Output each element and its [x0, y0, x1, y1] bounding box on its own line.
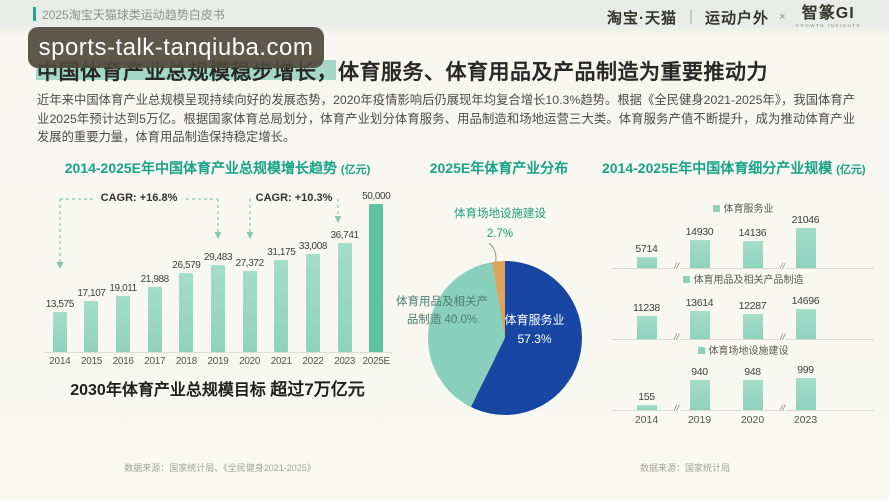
- mini-bar-2023: 14696: [779, 285, 832, 339]
- bar-column-2025E: 50,000 2025E: [362, 191, 391, 367]
- goal-note: 2030年体育产业总规模目标 超过7万亿元: [70, 380, 365, 399]
- goal-note-bold: 超过7万亿元: [270, 380, 365, 399]
- source-left: 数据来源：国家统计局、《全民健身2021-2025》: [124, 463, 316, 473]
- total-scale-bar-chart: 13,575 2014 17,107 2015 19,011 2016 21,988 2017…: [44, 188, 392, 369]
- mini-bar-2023: 999: [779, 356, 832, 410]
- mini-axis: [612, 268, 874, 269]
- bar-column-2017: 21,988 2017: [140, 274, 170, 367]
- bar-column-2018: 26,579 2018: [172, 260, 201, 367]
- industry-distribution-pie: [428, 261, 582, 415]
- axis-break-mark: //: [779, 332, 787, 342]
- left-chart-unit: (亿元): [340, 164, 371, 176]
- mini-bar-2014: 5714: [620, 214, 673, 268]
- watermark-text: sports-talk-tanqiuba.com: [38, 33, 314, 61]
- right-chart-unit: (亿元): [836, 164, 866, 176]
- cagr-label-2014-2019: CAGR: +16.8%: [95, 192, 183, 204]
- mini-bar-2019: 940: [673, 356, 726, 410]
- cagr-label-2020-2025: CAGR: +10.3%: [250, 192, 338, 204]
- brand-multiply-icon: ×: [779, 11, 786, 24]
- watermark-badge: sports-talk-tanqiuba.com: [28, 27, 324, 68]
- bar-column-2016: 19,011 2016: [109, 283, 137, 367]
- mini-bar-2014: 11238: [620, 285, 673, 339]
- pie-label-goods: 体育用品及相关产品制造 40.0%: [396, 296, 488, 327]
- legend-swatch-icon: [697, 347, 705, 354]
- pie-label-services: 体育服务业 57.3%: [504, 313, 565, 347]
- mini-bar-2014: 155: [620, 356, 673, 410]
- axis-break-mark: //: [779, 403, 787, 413]
- mini-bar-2020: 12287: [726, 285, 779, 339]
- mini-axis: [612, 410, 874, 411]
- intro-paragraph: 近年来中国体育产业总规模呈现持续向好的发展态势，2020年疫情影响后仍展现年均复…: [37, 93, 855, 145]
- legend-swatch-icon: [712, 205, 720, 212]
- mini-row-3: 体育场地设施建设 155 940 948 999////: [612, 342, 874, 413]
- pie-label-facilities: 体育场地设施建设 2.7%: [418, 205, 582, 244]
- mini-bar-2019: 14930: [673, 214, 726, 268]
- mini-bar-2020: 948: [726, 356, 779, 410]
- bar-column-2019: 29,483 2019: [203, 252, 233, 367]
- brand-taobao-tmall: 淘宝·天猫: [607, 9, 678, 27]
- mini-x-label: 2014: [634, 414, 659, 426]
- bar-column-2020: 27,372 2020: [235, 258, 265, 367]
- brand-divider: ｜: [684, 9, 699, 26]
- brand-zhizhuan-gi: 智篆GI GROWTH INSIGHTS: [795, 5, 861, 28]
- right-chart-title: 2014-2025E年中国体育细分产业规模 (亿元): [602, 160, 866, 176]
- bar-column-2014: 13,575 2014: [45, 299, 75, 367]
- pie-label-facilities-pct: 2.7%: [486, 227, 514, 240]
- mini-x-label: 2020: [740, 414, 765, 426]
- left-chart-axis: [44, 352, 392, 353]
- document-title: 2025淘宝天猫球类运动趋势白皮书: [42, 8, 225, 22]
- header-accent-bar: [33, 7, 36, 21]
- mini-row-2: 体育用品及相关产品制造 11238 13614 12287 14696////: [612, 271, 874, 342]
- mini-x-label: 2019: [687, 414, 712, 426]
- mini-bar-2023: 21046: [779, 214, 832, 268]
- axis-break-mark: //: [779, 261, 787, 271]
- bar-column-2023: 36,741 2023: [330, 230, 359, 367]
- axis-break-mark: //: [673, 261, 681, 271]
- brand-lockup: 淘宝·天猫 ｜ 运动户外 × 智篆GI GROWTH INSIGHTS: [607, 6, 861, 29]
- axis-break-mark: //: [673, 403, 681, 413]
- brand-sports-outdoor: 运动户外: [705, 9, 770, 27]
- legend-1: 体育服务业: [612, 200, 874, 215]
- source-right: 数据来源：国家统计局: [639, 463, 730, 473]
- mini-axis: [612, 339, 874, 340]
- axis-break-mark: //: [673, 332, 681, 342]
- pie-chart-title: 2025E年体育产业分布: [429, 160, 569, 176]
- mini-bar-2020: 14136: [726, 214, 779, 268]
- bar-column-2022: 33,008 2022: [298, 241, 328, 367]
- mini-x-label: 2023: [793, 414, 818, 426]
- segment-scale-x-labels: 2014 2019 2020 2023: [620, 414, 832, 426]
- legend-3: 体育场地设施建设: [612, 342, 874, 357]
- brand-growth-insights: GROWTH INSIGHTS: [795, 23, 861, 28]
- legend-swatch-icon: [682, 276, 690, 283]
- bar-column-2015: 17,107 2015: [77, 288, 106, 367]
- mini-row-1: 体育服务业 5714 14930 14136 21046////: [612, 200, 874, 271]
- legend-2: 体育用品及相关产品制造: [612, 271, 874, 286]
- bar-column-2021: 31,175 2021: [267, 247, 296, 367]
- mini-bar-2019: 13614: [673, 285, 726, 339]
- left-chart-title: 2014-2025E年中国体育产业总规模增长趋势 (亿元): [64, 160, 371, 176]
